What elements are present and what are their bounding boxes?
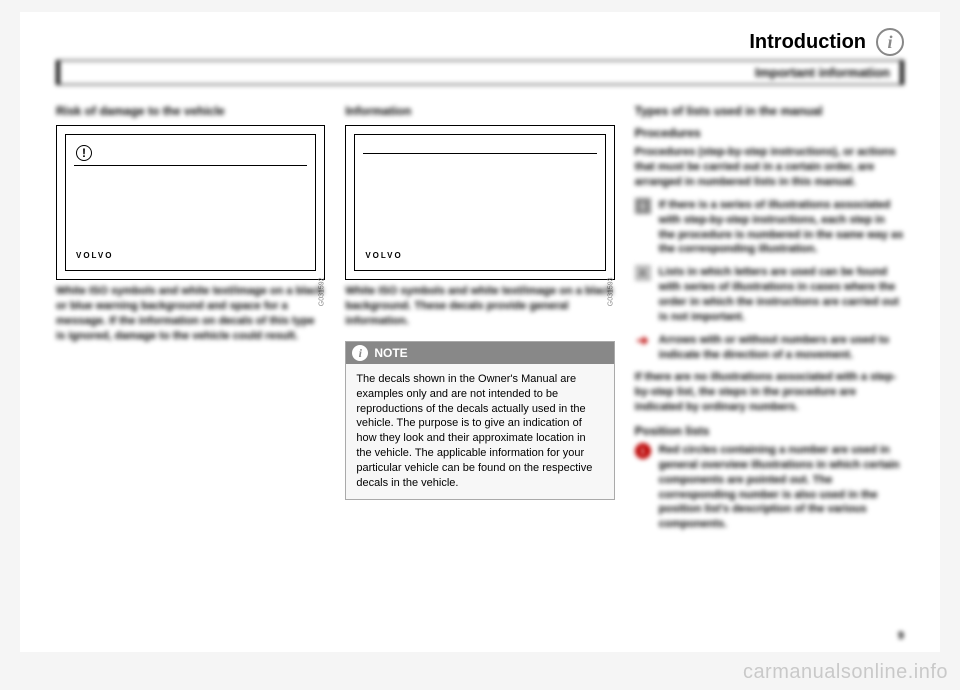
exclamation-icon: !: [76, 145, 92, 161]
col2-caption: White ISO symbols and white text/image o…: [345, 284, 614, 329]
decal-illustration-2: VOLVO G031593: [345, 125, 614, 280]
list-item-lettered: A Lists in which letters are used can be…: [635, 265, 904, 324]
info-icon: i: [876, 28, 904, 56]
list-item-text: Arrows with or without numbers are used …: [659, 333, 904, 363]
col1-heading: Risk of damage to the vehicle: [56, 103, 325, 119]
content-columns: Risk of damage to the vehicle ! VOLVO G0…: [56, 103, 904, 540]
manual-page: Introduction i Important information Ris…: [20, 12, 940, 652]
chapter-title: Introduction: [749, 31, 866, 54]
col3-heading: Types of lists used in the manual: [635, 103, 904, 119]
col3-sub1: Procedures: [635, 125, 904, 141]
decal-divider: [74, 165, 307, 166]
section-subheader: Important information: [56, 60, 904, 85]
marker-arrow-icon: ➔: [635, 333, 651, 349]
col2-heading: Information: [345, 103, 614, 119]
column-2: Information VOLVO G031593 White ISO symb…: [345, 103, 614, 540]
page-header: Introduction i: [56, 28, 904, 56]
list-item-arrow: ➔ Arrows with or without numbers are use…: [635, 333, 904, 363]
list-item-numbered: 1 If there is a series of illustrations …: [635, 198, 904, 257]
column-1: Risk of damage to the vehicle ! VOLVO G0…: [56, 103, 325, 540]
list-item-text: Red circles containing a number are used…: [659, 443, 904, 532]
note-label: NOTE: [374, 345, 407, 361]
note-body: The decals shown in the Owner's Manual a…: [346, 364, 613, 499]
note-box: i NOTE The decals shown in the Owner's M…: [345, 341, 614, 500]
marker-position-icon: 1: [635, 443, 651, 459]
column-3: Types of lists used in the manual Proced…: [635, 103, 904, 540]
list-item-text: Lists in which letters are used can be f…: [659, 265, 904, 324]
list-item-text: If there is a series of illustrations as…: [659, 198, 904, 257]
col3-para1: Procedures (step-by-step instructions), …: [635, 145, 904, 190]
col3-sub2: Position lists: [635, 423, 904, 439]
col1-caption: White ISO symbols and white text/image o…: [56, 284, 325, 343]
list-item-position: 1 Red circles containing a number are us…: [635, 443, 904, 532]
note-info-icon: i: [352, 345, 368, 361]
page-number: 9: [898, 630, 904, 642]
volvo-brand-label: VOLVO: [365, 251, 402, 262]
decal-illustration-1: ! VOLVO G031592: [56, 125, 325, 280]
col3-para2: If there are no illustrations associated…: [635, 370, 904, 415]
watermark: carmanualsonline.info: [743, 661, 948, 684]
decal-divider: [363, 153, 596, 154]
note-header: i NOTE: [346, 342, 613, 364]
volvo-brand-label: VOLVO: [76, 251, 113, 262]
marker-step-icon: 1: [635, 198, 651, 214]
marker-letter-icon: A: [635, 265, 651, 281]
